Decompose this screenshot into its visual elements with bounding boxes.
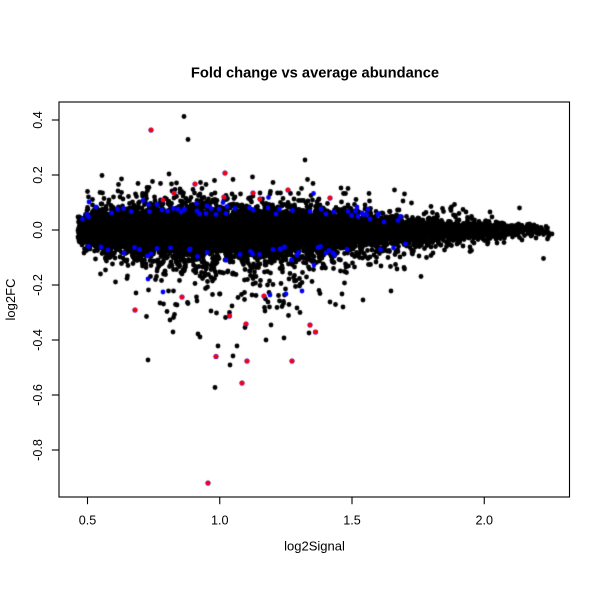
svg-text:log2Signal: log2Signal [284,539,345,554]
svg-text:Fold change vs average abundan: Fold change vs average abundance [191,66,439,82]
svg-text:0.5: 0.5 [79,514,97,528]
svg-text:2.0: 2.0 [475,514,493,528]
svg-text:0.2: 0.2 [31,166,45,184]
svg-text:log2FC: log2FC [3,279,18,321]
svg-text:1.5: 1.5 [343,514,361,528]
svg-text:0.0: 0.0 [31,221,45,239]
svg-text:-0.4: -0.4 [31,329,45,351]
svg-text:-0.8: -0.8 [31,439,45,461]
svg-text:0.4: 0.4 [31,111,45,129]
svg-text:-0.2: -0.2 [31,274,45,296]
svg-text:-0.6: -0.6 [31,384,45,406]
svg-text:1.0: 1.0 [211,514,229,528]
